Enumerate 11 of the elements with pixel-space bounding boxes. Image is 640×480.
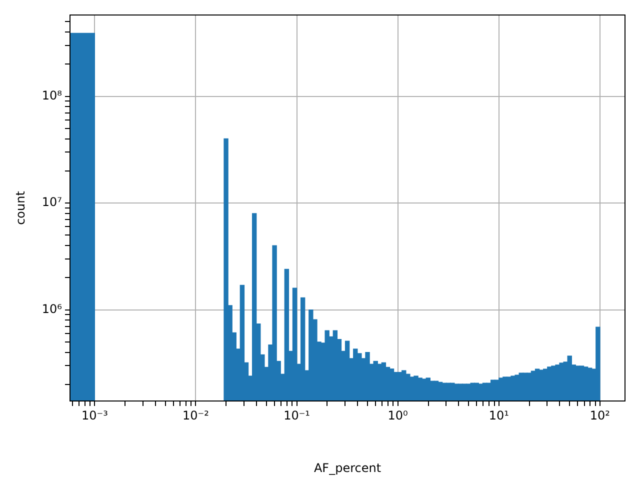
x-tick-label: 10² — [590, 408, 610, 422]
x-tick-label: 10⁰ — [388, 408, 408, 422]
x-tick-label: 10⁻³ — [81, 408, 108, 422]
x-tick-label: 10¹ — [488, 408, 510, 422]
x-tick-label: 10⁻¹ — [284, 408, 310, 422]
y-tick-label: 10⁸ — [42, 88, 62, 102]
y-tick-label: 10⁷ — [42, 195, 62, 210]
y-tick-label: 10⁶ — [42, 302, 62, 316]
y-axis-title: count — [13, 190, 28, 225]
x-axis-title: AF_percent — [314, 460, 382, 475]
x-tick-label: 10⁻² — [182, 408, 210, 422]
